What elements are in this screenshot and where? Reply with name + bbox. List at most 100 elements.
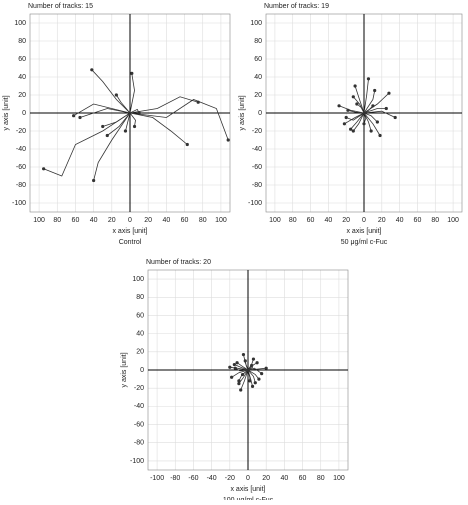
track (229, 366, 249, 371)
x-tick-label: -20 (225, 475, 235, 482)
track (235, 367, 249, 372)
track-end (337, 104, 341, 108)
track-end (250, 363, 254, 368)
y-tick-label: 80 (254, 38, 262, 45)
track (238, 369, 249, 384)
track (346, 112, 365, 121)
track-end (251, 357, 256, 361)
caption: Control (119, 239, 142, 246)
y-tick-label: 60 (18, 56, 26, 63)
track (347, 109, 365, 114)
y-tick-label: 20 (254, 92, 262, 99)
y-tick-label: 40 (254, 74, 262, 81)
track-end (78, 115, 82, 120)
track (116, 94, 131, 114)
track-end (257, 377, 261, 381)
y-axis-label: y axis [unit] (239, 95, 246, 130)
y-tick-label: -60 (134, 421, 144, 428)
x-tick-label: 20 (108, 217, 116, 224)
track-end (232, 362, 236, 367)
y-tick-label: 80 (136, 294, 144, 301)
track (43, 112, 131, 177)
track (354, 85, 365, 114)
y-tick-label: 60 (136, 312, 144, 319)
x-tick-label: 60 (181, 217, 189, 224)
track-end (351, 129, 355, 133)
y-tick-label: 100 (250, 20, 262, 27)
track-end (353, 84, 357, 88)
y-tick-label: 20 (136, 349, 144, 356)
track-end (226, 138, 230, 142)
y-tick-label: 40 (18, 74, 26, 81)
track-end (366, 77, 371, 81)
x-tick-label: 40 (324, 217, 332, 224)
track-end (92, 178, 96, 183)
chart-title: Number of tracks: 15 (28, 3, 93, 10)
x-tick-label: 100 (333, 475, 345, 482)
track-end (132, 124, 137, 129)
track (234, 364, 249, 371)
y-tick-label: 60 (254, 56, 262, 63)
track (125, 112, 131, 132)
chart-title: Number of tracks: 20 (146, 259, 211, 266)
track-end (260, 372, 264, 376)
track (363, 112, 378, 123)
track (247, 367, 262, 374)
x-tick-label: 80 (199, 217, 207, 224)
track-end (235, 361, 239, 365)
track (338, 105, 365, 114)
x-tick-label: 100 (33, 217, 45, 224)
track (93, 112, 131, 181)
y-tick-label: -60 (252, 164, 262, 171)
y-tick-label: 100 (14, 20, 26, 27)
track (350, 112, 365, 130)
y-tick-label: -60 (16, 164, 26, 171)
track-end (114, 93, 118, 97)
x-tick-label: 20 (144, 217, 152, 224)
track (247, 369, 260, 380)
track (247, 367, 267, 371)
track-end (253, 381, 257, 385)
track-end (255, 361, 259, 365)
x-tick-label: 20 (378, 217, 386, 224)
track-end (237, 382, 241, 386)
x-tick-label: 0 (246, 475, 250, 482)
x-tick-label: 60 (72, 217, 80, 224)
x-tick-label: 40 (90, 217, 98, 224)
y-tick-label: 20 (18, 92, 26, 99)
x-tick-label: 20 (262, 475, 270, 482)
track (363, 108, 387, 114)
track (363, 112, 367, 124)
track-end (373, 88, 377, 93)
y-tick-label: -20 (134, 385, 144, 392)
track-end (371, 104, 375, 108)
track-end (185, 142, 189, 147)
y-tick-label: -80 (252, 182, 262, 189)
y-tick-label: 0 (258, 110, 262, 117)
track (352, 112, 365, 132)
track (102, 112, 131, 127)
x-axis-label: x axis [unit] (112, 228, 147, 235)
y-tick-label: -80 (134, 440, 144, 447)
track-end (349, 127, 353, 131)
track-end (362, 122, 366, 126)
track-end (375, 120, 379, 124)
y-tick-label: 100 (132, 276, 144, 283)
track (129, 99, 229, 141)
y-axis-label: y axis [unit] (121, 352, 128, 387)
track (363, 112, 372, 132)
track (91, 69, 131, 114)
track (363, 92, 390, 114)
y-tick-label: 40 (136, 330, 144, 337)
track-end (355, 102, 359, 106)
x-axis-label: x axis [unit] (346, 228, 381, 235)
track-end (130, 71, 134, 75)
x-tick-label: 40 (162, 217, 170, 224)
x-tick-label: -40 (207, 475, 217, 482)
x-tick-label: -100 (150, 475, 164, 482)
x-tick-label: 100 (215, 217, 227, 224)
track (240, 369, 249, 391)
track-end (90, 68, 94, 72)
x-tick-label: 0 (128, 217, 132, 224)
y-tick-label: -40 (16, 146, 26, 153)
